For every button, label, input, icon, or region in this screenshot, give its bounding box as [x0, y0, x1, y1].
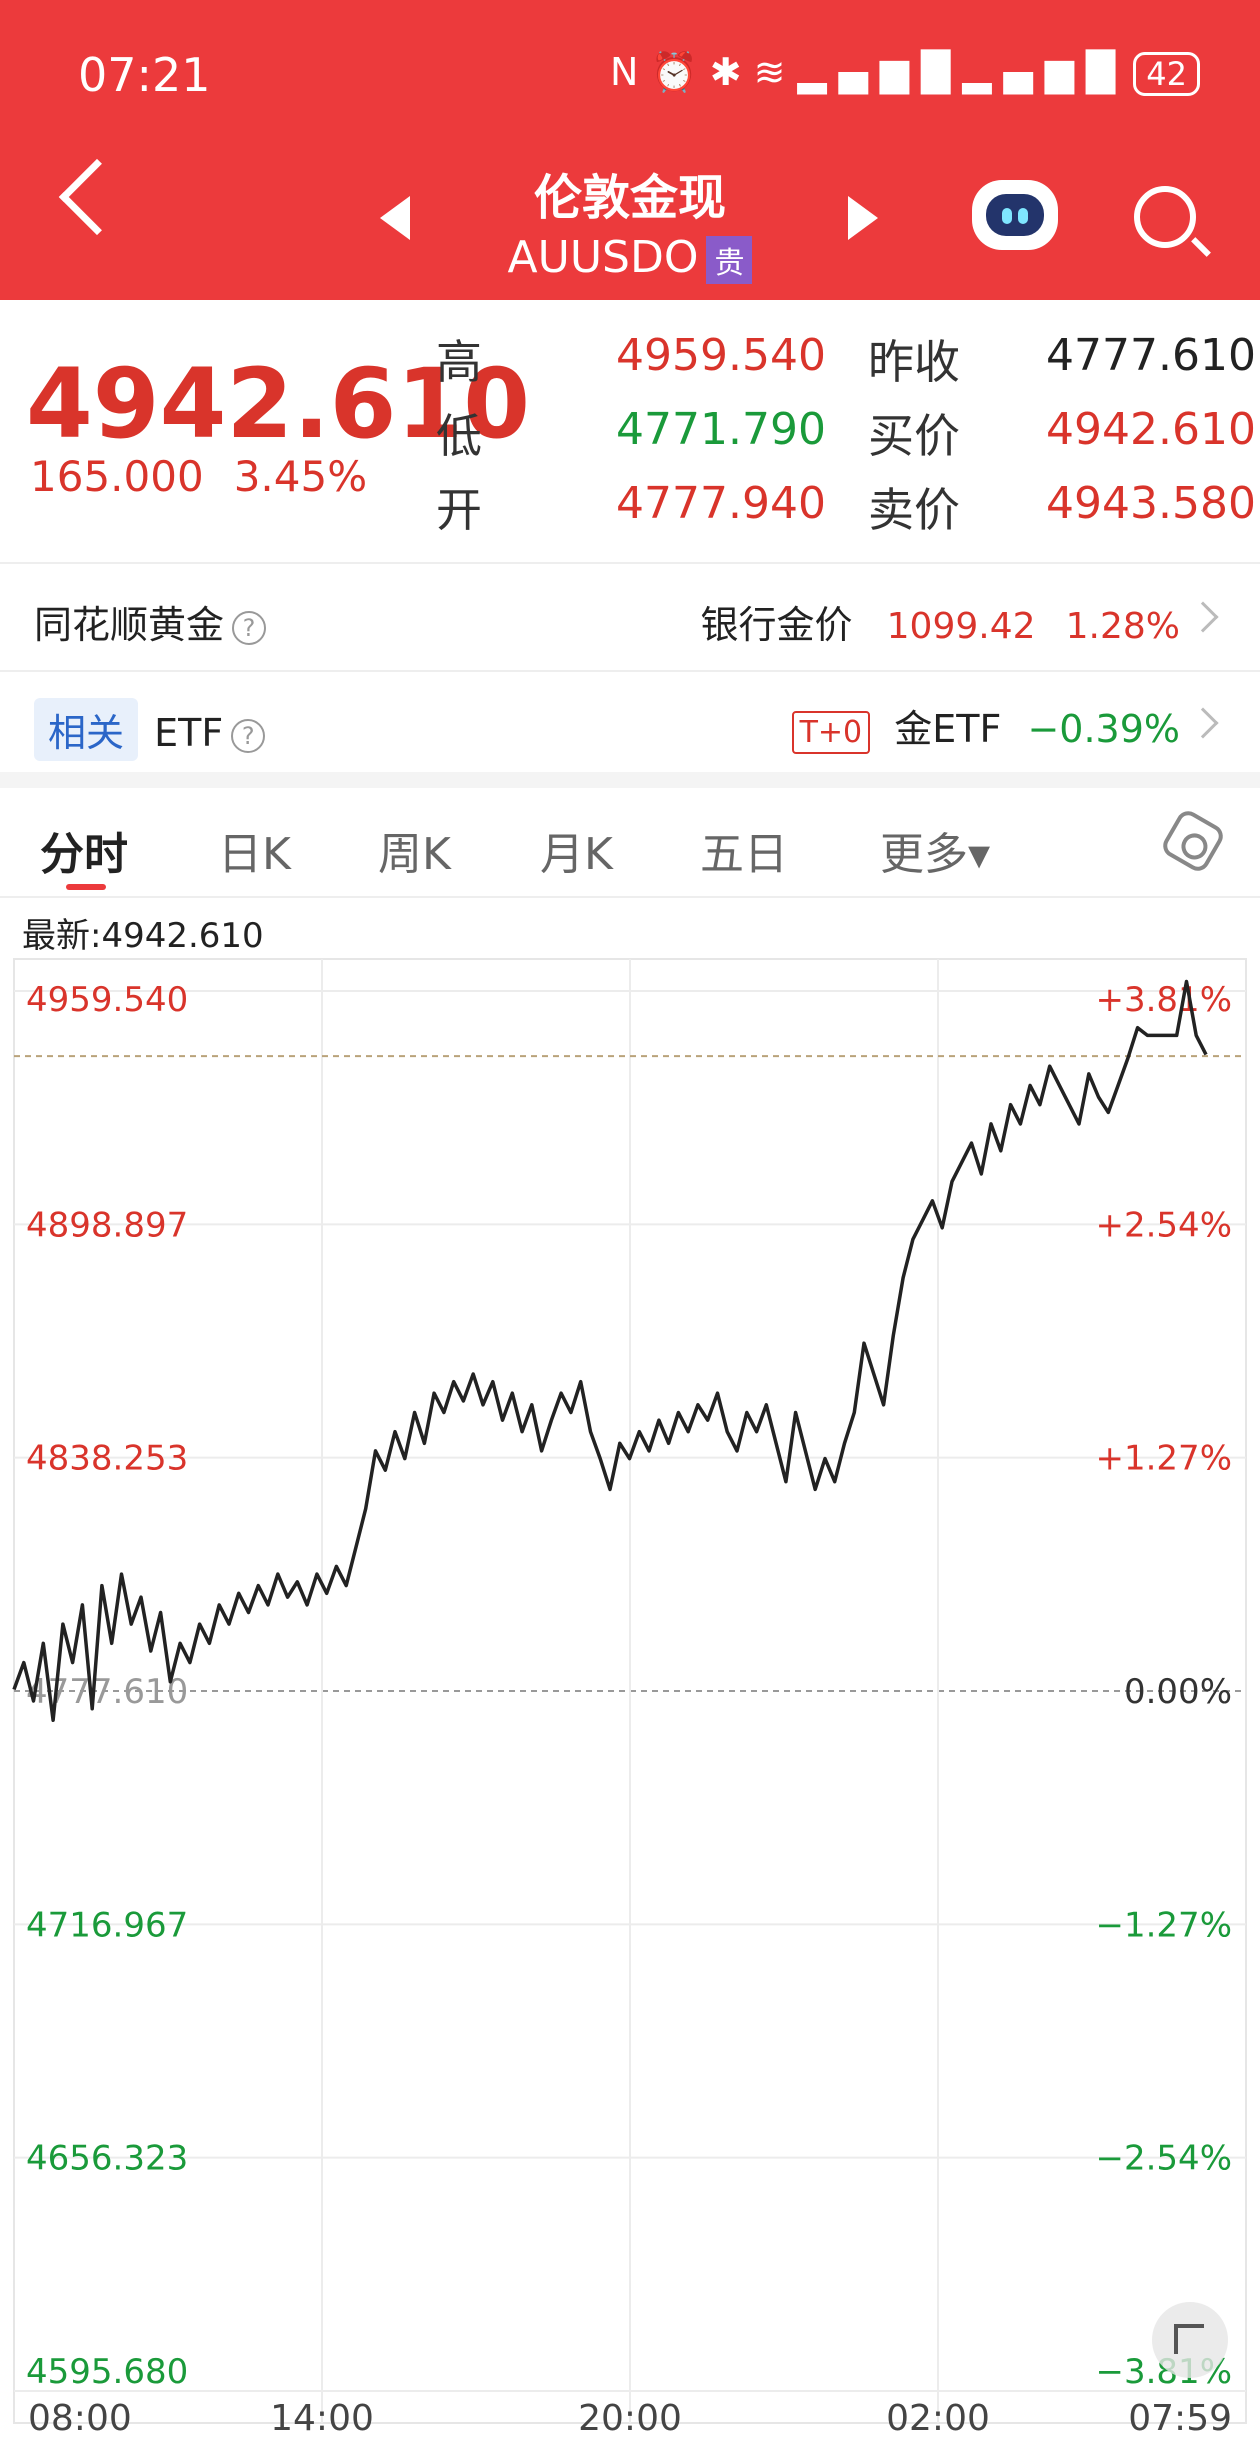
low-value: 4771.790	[616, 404, 826, 455]
price-change: 165.000 3.45%	[30, 452, 397, 501]
low-label: 低	[436, 409, 482, 463]
divider	[0, 562, 1260, 564]
status-time: 07:21	[78, 48, 211, 102]
help-icon[interactable]: ?	[231, 718, 266, 753]
intraday-chart[interactable]: 4959.540 +3.81% 4898.897 +2.54% 4838.253 +1.2…	[0, 955, 1260, 2464]
wifi-icon: ≋	[753, 50, 798, 94]
alarm-icon: ⏰	[650, 50, 710, 94]
change-percent: 3.45%	[233, 452, 368, 501]
last-price: 4942.610	[26, 348, 531, 460]
etf-label: ETF	[154, 711, 224, 755]
y-tick-percent: +3.81%	[1096, 980, 1233, 1020]
precious-metal-badge: 贵	[706, 236, 753, 284]
signal-icon: ▂▄▆█	[797, 50, 963, 94]
gold-label: 同花顺黄金	[34, 603, 225, 647]
header: 07:21 N⏰✱≋▂▄▆█▂▄▆█ 42 伦敦金现 AUUSDO 贵	[0, 0, 1260, 300]
y-tick-percent: 0.00%	[1124, 1672, 1232, 1712]
prev-close-label: 昨收	[868, 335, 960, 389]
tab-weekly-k[interactable]: 周K	[378, 829, 451, 880]
y-tick-percent: +2.54%	[1096, 1205, 1233, 1245]
tab-more[interactable]: 更多▾	[880, 829, 991, 880]
robot-eye	[1018, 208, 1028, 224]
open-label: 开	[436, 483, 482, 537]
x-tick-label: 08:00	[28, 2398, 132, 2439]
y-axis-labels: 4959.540 +3.81% 4898.897 +2.54% 4838.253 +1.2…	[26, 980, 1232, 2392]
quote-panel: 4942.610 165.000 3.45% 高 低 开 4959.540 477…	[0, 300, 1260, 562]
chevron-right-icon	[1187, 707, 1219, 739]
y-tick-price: 4959.540	[26, 980, 188, 1020]
previous-instrument-button[interactable]	[380, 196, 410, 240]
section-gap	[0, 772, 1260, 788]
nfc-icon: N	[610, 50, 651, 94]
high-value: 4959.540	[616, 330, 826, 381]
instrument-code-row: AUUSDO 贵	[0, 232, 1260, 284]
active-tab-indicator	[66, 884, 106, 890]
instrument-code: AUUSDO	[507, 232, 699, 283]
latest-price-label: 最新:4942.610	[22, 916, 264, 956]
y-tick-price: 4716.967	[26, 1905, 188, 1945]
robot-assistant-icon[interactable]	[972, 180, 1058, 250]
x-tick-label: 07:59	[1128, 2398, 1232, 2439]
y-tick-percent: +1.27%	[1096, 1439, 1233, 1479]
tab-daily-k[interactable]: 日K	[218, 829, 291, 880]
tab-intraday[interactable]: 分时	[40, 829, 128, 880]
tab-monthly-k[interactable]: 月K	[540, 829, 613, 880]
settings-icon[interactable]	[1158, 806, 1228, 876]
bid-label: 买价	[868, 409, 960, 463]
bank-gold-price: 1099.42	[886, 606, 1036, 647]
battery-icon: 42	[1133, 52, 1200, 96]
x-tick-label: 20:00	[578, 2398, 682, 2439]
open-value: 4777.940	[616, 478, 826, 529]
price-series-line	[12, 979, 1208, 1723]
gold-etf-name: 金ETF	[894, 707, 1002, 751]
divider	[0, 896, 1260, 898]
next-instrument-button[interactable]	[848, 196, 878, 240]
ask-label: 卖价	[868, 483, 960, 537]
bid-value: 4942.610	[1046, 404, 1256, 455]
help-icon[interactable]: ?	[232, 610, 267, 645]
gold-row[interactable]: 同花顺黄金? 银行金价 1099.42 1.28%	[0, 566, 1260, 666]
etf-label-group: 相关 ETF?	[34, 698, 266, 761]
change-amount: 165.000	[30, 452, 204, 501]
bank-gold-percent: 1.28%	[1065, 606, 1180, 647]
gold-etf-percent: −0.39%	[1027, 707, 1180, 751]
robot-eye	[1002, 208, 1012, 224]
y-tick-price: 4838.253	[26, 1439, 188, 1479]
search-icon[interactable]	[1134, 186, 1196, 248]
tab-five-day[interactable]: 五日	[700, 829, 788, 880]
t0-tag: T+0	[791, 711, 871, 754]
bank-gold-label: 银行金价	[700, 603, 853, 647]
bank-gold-group: 银行金价 1099.42 1.28%	[701, 594, 1180, 649]
status-icons: N⏰✱≋▂▄▆█▂▄▆█ 42	[610, 50, 1200, 96]
fullscreen-icon[interactable]	[1152, 2302, 1228, 2378]
x-tick-label: 14:00	[270, 2398, 374, 2439]
related-tag: 相关	[34, 698, 139, 761]
prev-close-value: 4777.610	[1046, 330, 1256, 381]
y-tick-price: 4898.897	[26, 1205, 188, 1245]
high-label: 高	[436, 335, 482, 389]
y-tick-price: 4656.323	[26, 2139, 188, 2179]
signal-icon: ▂▄▆█	[962, 50, 1128, 94]
chart-grid	[13, 958, 1247, 2424]
bluetooth-icon: ✱	[709, 50, 754, 94]
gold-label-group: 同花顺黄金?	[34, 594, 267, 649]
divider	[0, 670, 1260, 672]
etf-row[interactable]: 相关 ETF? T+0 金ETF −0.39%	[0, 674, 1260, 774]
chevron-right-icon	[1187, 601, 1219, 633]
y-tick-percent: −2.54%	[1096, 2139, 1233, 2179]
x-axis-labels: 08:00 14:00 20:00 02:00 07:59	[28, 2398, 1232, 2439]
gold-etf-group: T+0 金ETF −0.39%	[791, 698, 1180, 754]
x-tick-label: 02:00	[886, 2398, 990, 2439]
instrument-title: 伦敦金现	[533, 170, 726, 226]
ask-value: 4943.580	[1046, 478, 1256, 529]
y-tick-percent: −1.27%	[1096, 1905, 1233, 1945]
y-tick-price: 4595.680	[26, 2352, 188, 2392]
